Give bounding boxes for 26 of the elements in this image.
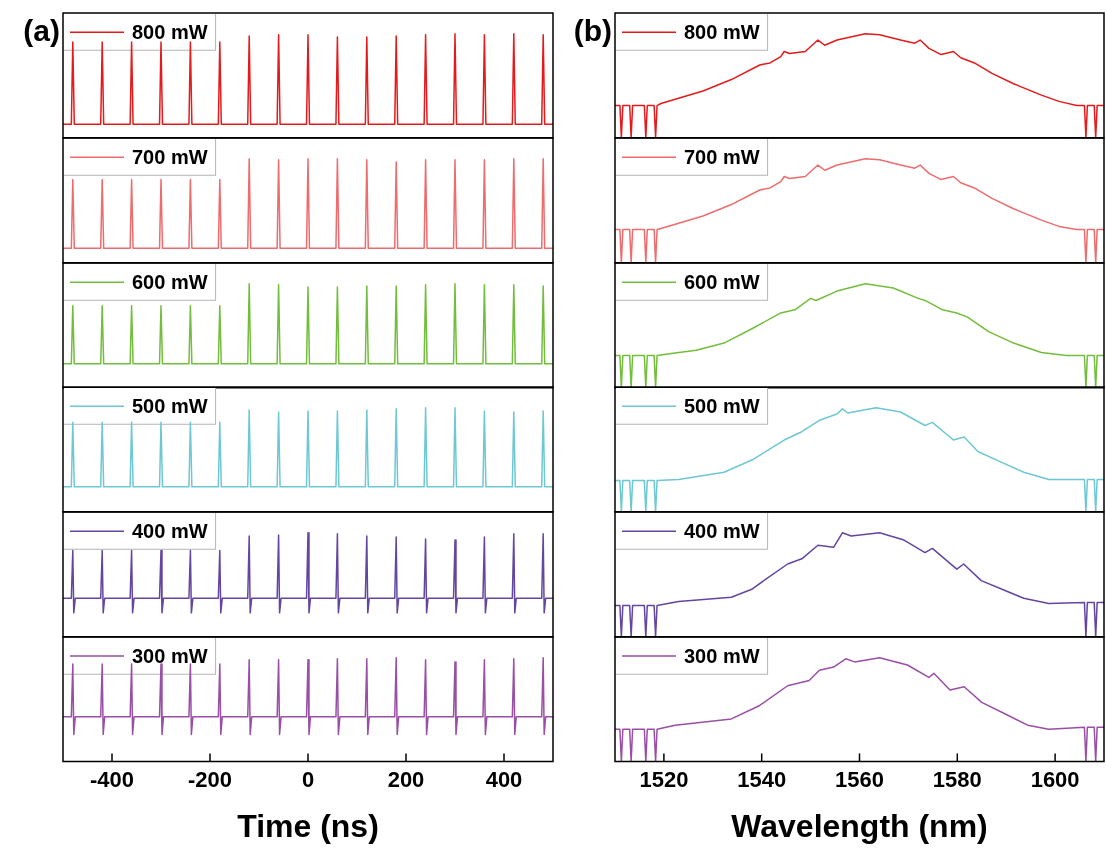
x-tick-label: 1560 bbox=[835, 766, 884, 792]
legend-label: 300 mW bbox=[132, 644, 208, 667]
legend-label: 600 mW bbox=[684, 270, 760, 293]
x-axis-title: Time (ns) bbox=[237, 808, 379, 845]
legend-label: 700 mW bbox=[684, 145, 760, 168]
x-tick-label: -200 bbox=[188, 766, 232, 792]
text: (a) bbox=[23, 14, 60, 48]
legend-label: 800 mW bbox=[132, 20, 208, 43]
x-tick-label: 200 bbox=[387, 766, 425, 792]
legend-label: 700 mW bbox=[132, 145, 208, 168]
legend-label: 400 mW bbox=[132, 519, 208, 542]
legend-label: 300 mW bbox=[684, 644, 760, 667]
x-tick-label: 1600 bbox=[1030, 766, 1080, 792]
legend-label: 400 mW bbox=[684, 519, 760, 542]
x-tick-label: 400 bbox=[485, 766, 523, 792]
text: (b) bbox=[573, 14, 612, 48]
legend-label: 500 mW bbox=[132, 395, 208, 418]
legend-label: 800 mW bbox=[684, 20, 760, 43]
x-tick-label: 1580 bbox=[932, 766, 982, 792]
x-axis-title: Wavelength (nm) bbox=[731, 808, 988, 845]
x-tick-label: 1540 bbox=[737, 766, 787, 792]
x-tick-label: 1520 bbox=[639, 766, 689, 792]
legend-label: 500 mW bbox=[684, 395, 760, 418]
legend-label: 600 mW bbox=[132, 270, 208, 293]
x-tick-label: -400 bbox=[90, 766, 134, 792]
x-tick-label: 0 bbox=[301, 766, 315, 792]
